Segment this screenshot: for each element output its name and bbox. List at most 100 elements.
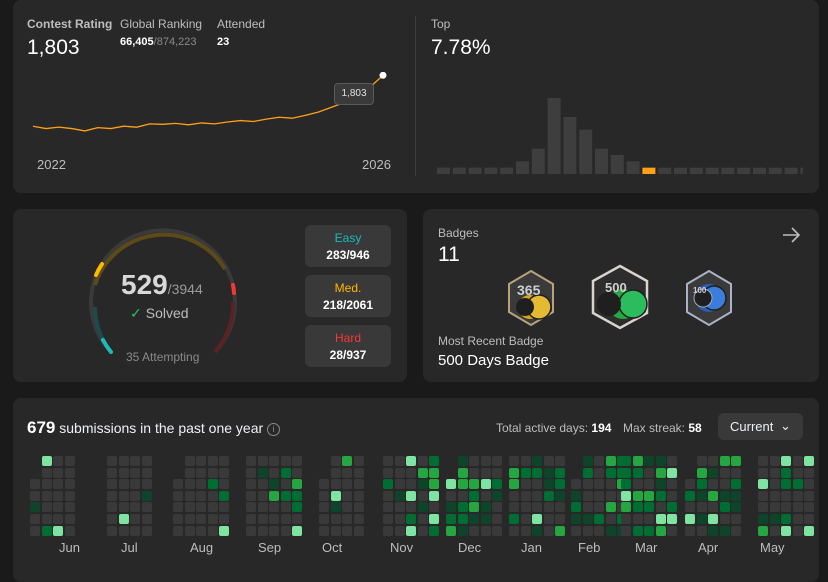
heatmap-cell[interactable] (621, 490, 631, 501)
heatmap-cell[interactable] (292, 479, 303, 490)
heatmap-cell[interactable] (141, 514, 152, 524)
heatmap-cell[interactable] (758, 502, 768, 513)
heatmap-cell[interactable] (781, 479, 792, 490)
heatmap-cell[interactable] (594, 502, 605, 513)
heatmap-cell[interactable] (219, 467, 230, 478)
heatmap-cell[interactable] (446, 514, 456, 524)
heatmap-cell[interactable] (269, 525, 280, 536)
medium-stat[interactable]: Med. 218/2061 (305, 275, 391, 317)
heatmap-cell[interactable] (141, 502, 152, 513)
heatmap-cell[interactable] (219, 525, 230, 536)
heatmap-cell[interactable] (429, 479, 440, 490)
ranking-distribution-histogram[interactable] (433, 90, 803, 176)
heatmap-cell[interactable] (781, 456, 792, 466)
heatmap-cell[interactable] (555, 467, 566, 478)
badge-365-days-icon[interactable]: 365 (505, 269, 557, 327)
heatmap-cell[interactable] (605, 490, 616, 501)
heatmap-cell[interactable] (621, 502, 631, 513)
heatmap-cell[interactable] (417, 490, 428, 501)
heatmap-cell[interactable] (685, 479, 695, 490)
heatmap-cell[interactable] (644, 456, 655, 466)
heatmap-cell[interactable] (708, 490, 719, 501)
heatmap-cell[interactable] (667, 467, 678, 478)
heatmap-cell[interactable] (173, 525, 183, 536)
heatmap-cell[interactable] (219, 514, 230, 524)
heatmap-cell[interactable] (257, 467, 268, 478)
hard-stat[interactable]: Hard 28/937 (305, 325, 391, 367)
heatmap-cell[interactable] (292, 525, 303, 536)
heatmap-cell[interactable] (246, 490, 256, 501)
heatmap-cell[interactable] (469, 502, 480, 513)
heatmap-cell[interactable] (632, 514, 643, 524)
heatmap-cell[interactable] (781, 525, 792, 536)
heatmap-cell[interactable] (118, 502, 129, 513)
heatmap-cell[interactable] (632, 502, 643, 513)
heatmap-cell[interactable] (417, 467, 428, 478)
heatmap-cell[interactable] (632, 479, 643, 490)
heatmap-cell[interactable] (394, 525, 405, 536)
heatmap-cell[interactable] (509, 490, 519, 501)
heatmap-cell[interactable] (53, 490, 64, 501)
heatmap-cell[interactable] (769, 525, 780, 536)
heatmap-cell[interactable] (280, 456, 291, 466)
heatmap-cell[interactable] (342, 502, 353, 513)
heatmap-cell[interactable] (758, 525, 768, 536)
heatmap-cell[interactable] (457, 479, 468, 490)
heatmap-cell[interactable] (383, 456, 393, 466)
heatmap-cell[interactable] (406, 514, 417, 524)
heatmap-cell[interactable] (655, 456, 666, 466)
heatmap-cell[interactable] (196, 525, 207, 536)
heatmap-cell[interactable] (605, 502, 616, 513)
heatmap-cell[interactable] (41, 490, 52, 501)
heatmap-cell[interactable] (571, 502, 581, 513)
heatmap-cell[interactable] (30, 525, 40, 536)
heatmap-cell[interactable] (394, 479, 405, 490)
heatmap-cell[interactable] (555, 525, 566, 536)
heatmap-cell[interactable] (429, 490, 440, 501)
heatmap-cell[interactable] (196, 479, 207, 490)
heatmap-cell[interactable] (769, 479, 780, 490)
heatmap-cell[interactable] (605, 514, 616, 524)
heatmap-cell[interactable] (457, 514, 468, 524)
heatmap-cell[interactable] (696, 490, 707, 501)
heatmap-cell[interactable] (130, 490, 141, 501)
heatmap-cell[interactable] (184, 514, 195, 524)
heatmap-cell[interactable] (173, 490, 183, 501)
heatmap-cell[interactable] (196, 456, 207, 466)
heatmap-cell[interactable] (141, 456, 152, 466)
heatmap-cell[interactable] (543, 502, 554, 513)
heatmap-cell[interactable] (353, 490, 364, 501)
heatmap-cell[interactable] (731, 490, 742, 501)
heatmap-cell[interactable] (173, 479, 183, 490)
heatmap-cell[interactable] (246, 467, 256, 478)
heatmap-cell[interactable] (257, 490, 268, 501)
heatmap-cell[interactable] (532, 479, 543, 490)
heatmap-cell[interactable] (543, 490, 554, 501)
heatmap-cell[interactable] (719, 456, 730, 466)
heatmap-cell[interactable] (118, 514, 129, 524)
heatmap-cell[interactable] (207, 456, 218, 466)
heatmap-cell[interactable] (246, 502, 256, 513)
heatmap-cell[interactable] (118, 456, 129, 466)
heatmap-cell[interactable] (257, 502, 268, 513)
heatmap-cell[interactable] (509, 456, 519, 466)
heatmap-cell[interactable] (353, 479, 364, 490)
heatmap-cell[interactable] (429, 467, 440, 478)
heatmap-cell[interactable] (330, 467, 341, 478)
heatmap-cell[interactable] (696, 456, 707, 466)
heatmap-cell[interactable] (383, 490, 393, 501)
heatmap-cell[interactable] (492, 514, 503, 524)
period-dropdown[interactable]: Current ⌄ (718, 413, 803, 440)
heatmap-cell[interactable] (696, 514, 707, 524)
heatmap-cell[interactable] (342, 479, 353, 490)
heatmap-cell[interactable] (509, 525, 519, 536)
heatmap-cell[interactable] (582, 490, 593, 501)
heatmap-cell[interactable] (492, 479, 503, 490)
heatmap-cell[interactable] (769, 490, 780, 501)
heatmap-cell[interactable] (509, 514, 519, 524)
heatmap-cell[interactable] (406, 479, 417, 490)
heatmap-cell[interactable] (406, 467, 417, 478)
heatmap-cell[interactable] (446, 479, 456, 490)
heatmap-cell[interactable] (292, 514, 303, 524)
heatmap-cell[interactable] (292, 456, 303, 466)
